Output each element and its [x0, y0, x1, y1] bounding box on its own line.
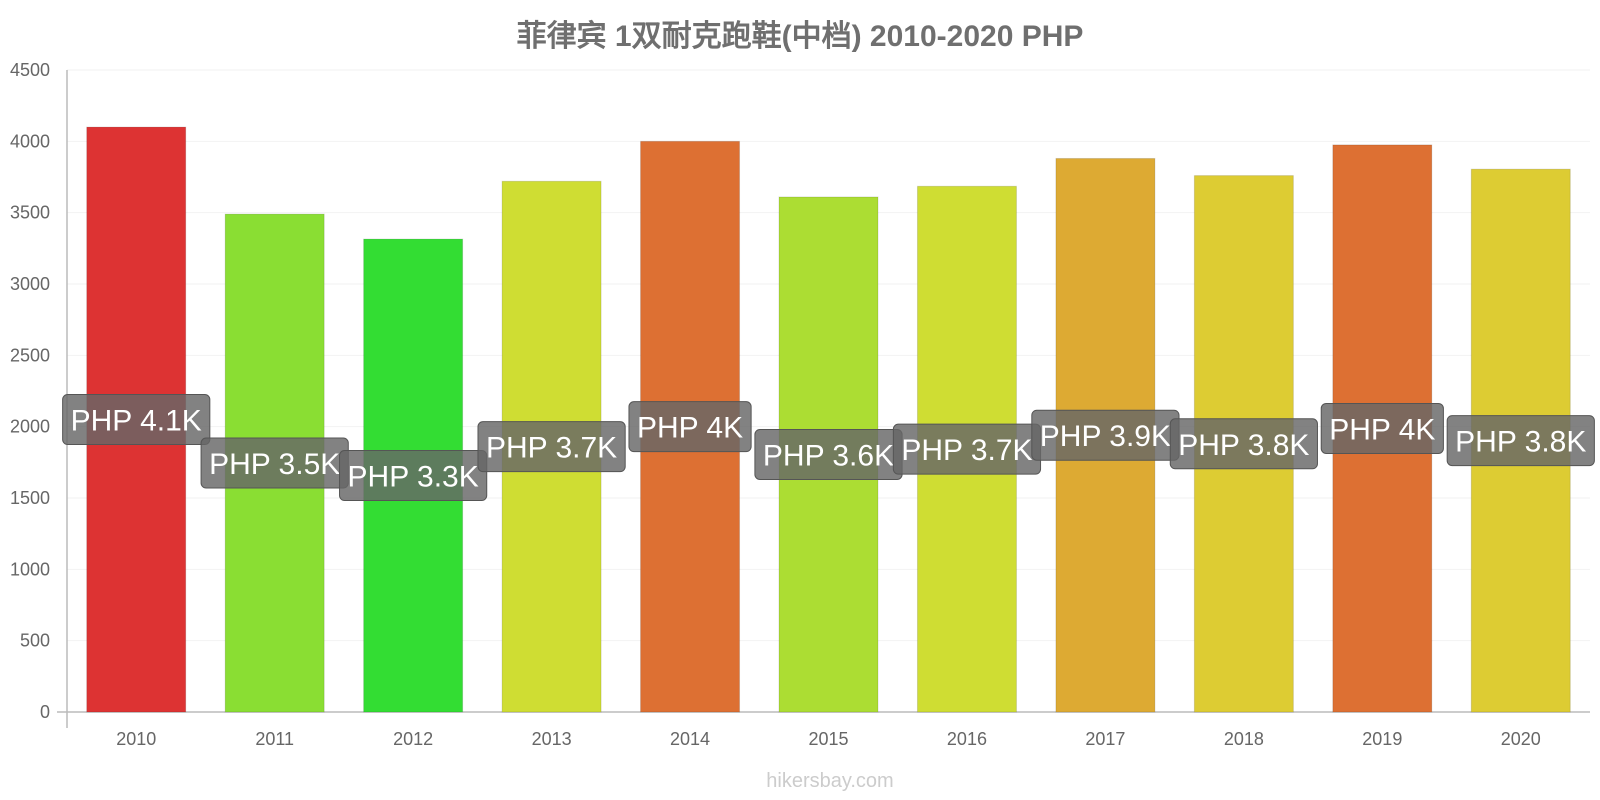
data-label-text: PHP 3.3K — [348, 461, 479, 494]
data-label-box — [1446, 415, 1595, 467]
y-tick-label: 1500 — [10, 488, 50, 508]
data-label-box — [1169, 418, 1318, 470]
x-tick-label: 2011 — [255, 729, 294, 749]
x-tick-label: 2013 — [532, 729, 572, 749]
data-label-2017: PHP 3.9K — [1031, 409, 1180, 461]
x-tick-label: 2012 — [393, 729, 433, 749]
data-label-2011: PHP 3.5K — [200, 437, 349, 489]
data-label-text: PHP 3.8K — [1178, 429, 1309, 462]
data-label-2014: PHP 4K — [628, 401, 752, 453]
data-label-2019: PHP 4K — [1320, 402, 1444, 454]
x-tick-label: 2010 — [116, 729, 156, 749]
data-label-text: PHP 4K — [637, 412, 743, 445]
chart-title: 菲律宾 1双耐克跑鞋(中档) 2010-2020 PHP — [517, 20, 1084, 53]
y-tick-label: 2500 — [10, 345, 50, 365]
data-label-2020: PHP 3.8K — [1446, 415, 1595, 467]
y-tick-label: 3500 — [10, 203, 50, 223]
data-label-2010: PHP 4.1K — [62, 394, 211, 446]
data-label-text: PHP 3.8K — [1455, 426, 1586, 459]
x-tick-label: 2016 — [947, 729, 987, 749]
data-label-2015: PHP 3.6K — [754, 428, 903, 480]
data-label-text: PHP 3.6K — [763, 439, 894, 472]
x-tick-label: 2020 — [1501, 729, 1541, 749]
x-tick-label: 2018 — [1224, 729, 1264, 749]
data-label-box — [339, 450, 488, 502]
y-tick-label: 1000 — [10, 559, 50, 579]
data-label-2012: PHP 3.3K — [339, 450, 488, 502]
data-label-text: PHP 4.1K — [71, 405, 202, 438]
data-label-2018: PHP 3.8K — [1169, 418, 1318, 470]
data-label-text: PHP 4K — [1329, 413, 1435, 446]
data-label-text: PHP 3.5K — [209, 448, 340, 481]
x-tick-label: 2014 — [670, 729, 710, 749]
watermark: hikersbay.com — [766, 770, 893, 792]
x-tick-label: 2015 — [808, 729, 848, 749]
y-tick-label: 500 — [20, 631, 50, 651]
data-label-box — [62, 394, 211, 446]
data-label-2016: PHP 3.7K — [892, 423, 1042, 475]
data-label-box — [477, 421, 626, 473]
data-label-box — [1320, 402, 1444, 454]
x-axis-ticks: 2010 2011 2012 2013 2014 2015 2016 2017 2018 2019… — [116, 729, 1541, 749]
data-label-text: PHP 3.7K — [486, 432, 617, 465]
y-tick-label: 3000 — [10, 274, 50, 294]
data-label-2013: PHP 3.7K — [477, 421, 626, 473]
y-tick-label: 4000 — [10, 131, 50, 151]
data-label-text: PHP 3.9K — [1040, 420, 1171, 453]
data-label-text: PHP 3.7K — [901, 434, 1032, 467]
x-tick-label: 2017 — [1085, 729, 1125, 749]
y-tick-label: 0 — [40, 702, 50, 722]
y-tick-label: 4500 — [10, 60, 50, 80]
data-label-box — [628, 401, 752, 453]
y-tick-label: 2000 — [10, 417, 50, 437]
x-tick-label: 2019 — [1362, 729, 1402, 749]
